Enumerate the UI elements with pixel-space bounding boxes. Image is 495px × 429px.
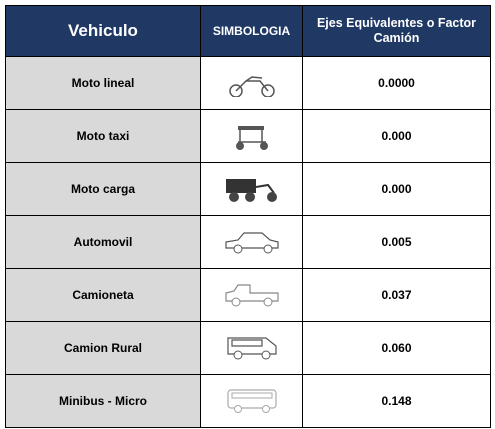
vehicle-table: Vehiculo SIMBOLOGIA Ejes Equivalentes o … [5,5,491,428]
table-row: Minibus - Micro 0.148 [5,374,491,428]
vehicle-name: Automovil [5,215,201,269]
header-cell: Vehiculo [5,5,201,57]
header-cell: SIMBOLOGIA [200,5,303,57]
table-row: Moto taxi 0.000 [5,109,491,163]
table-row: Automovil 0.005 [5,215,491,269]
header-row: Vehiculo SIMBOLOGIA Ejes Equivalentes o … [5,5,491,57]
vehicle-name: Moto lineal [5,56,201,110]
vehicle-icon-cell [200,56,303,110]
vehicle-icon-cell [200,374,303,428]
vehicle-name: Moto taxi [5,109,201,163]
table-row: Moto lineal 0.0000 [5,56,491,110]
vehicle-name: Camioneta [5,268,201,322]
factor-value: 0.037 [302,268,491,322]
vehicle-icon [224,232,279,254]
vehicle-icon-cell [200,321,303,375]
header-cell: Ejes Equivalentes o Factor Camión [302,5,491,57]
vehicle-icon-cell [200,215,303,269]
factor-value: 0.005 [302,215,491,269]
vehicle-icon [228,76,275,97]
vehicle-icon [224,284,279,307]
vehicle-icon [225,179,277,202]
factor-value: 0.0000 [302,56,491,110]
table-body: Moto lineal 0.0000 Moto taxi 0.000 Moto carg… [5,56,491,428]
vehicle-name: Moto carga [5,162,201,216]
vehicle-icon [226,389,277,413]
vehicle-icon-cell [200,162,303,216]
factor-value: 0.000 [302,162,491,216]
vehicle-icon-cell [200,109,303,163]
table-row: Camioneta 0.037 [5,268,491,322]
table-row: Moto carga 0.000 [5,162,491,216]
factor-value: 0.060 [302,321,491,375]
table-row: Camion Rural 0.060 [5,321,491,375]
factor-value: 0.148 [302,374,491,428]
factor-value: 0.000 [302,109,491,163]
vehicle-icon [226,337,277,360]
vehicle-name: Camion Rural [5,321,201,375]
vehicle-icon-cell [200,268,303,322]
vehicle-icon [235,126,268,150]
vehicle-name: Minibus - Micro [5,374,201,428]
